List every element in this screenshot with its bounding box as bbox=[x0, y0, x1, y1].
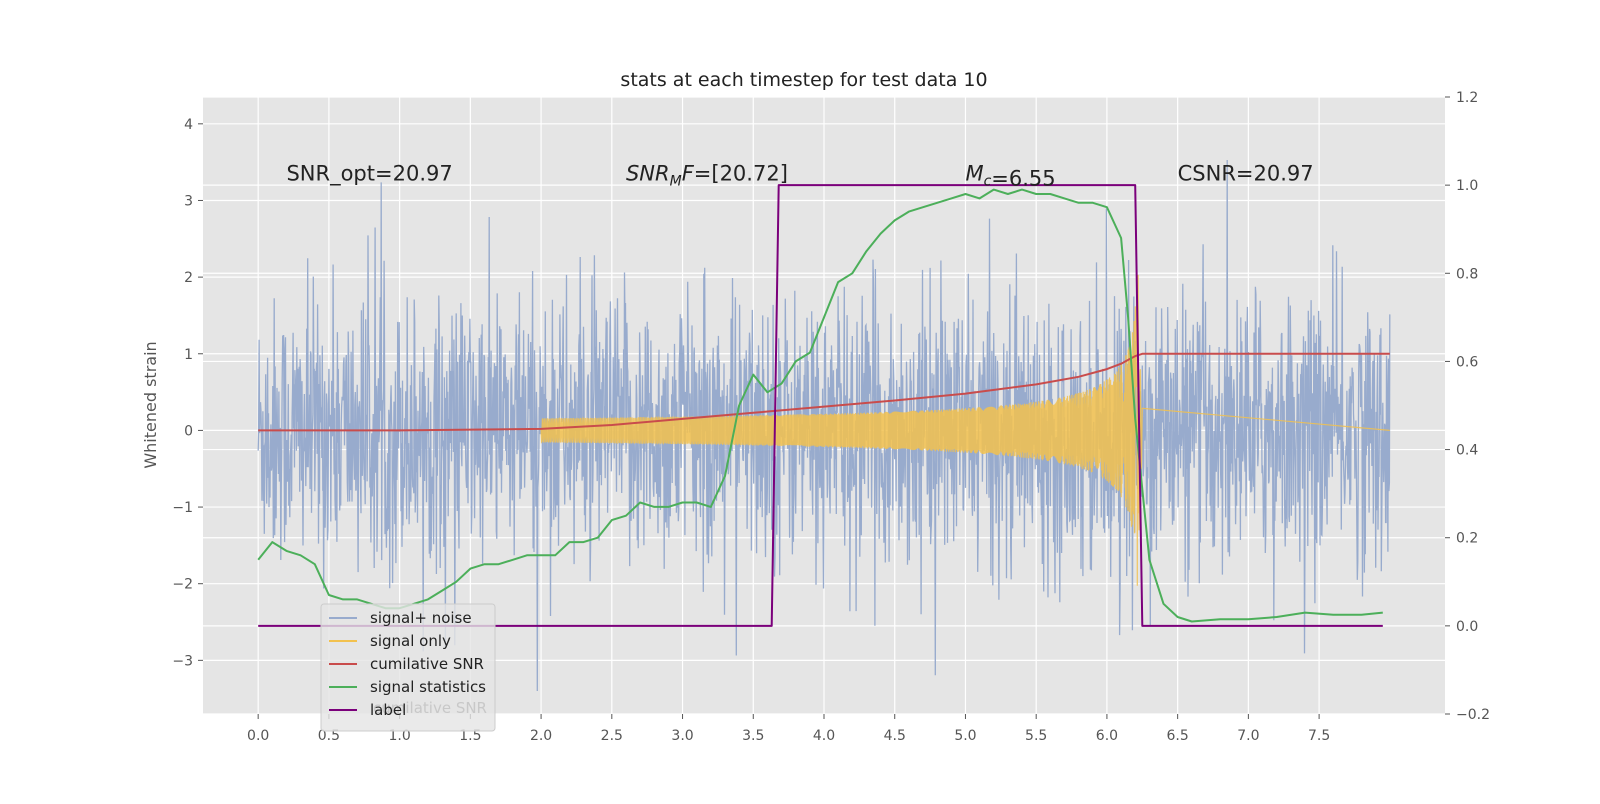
x-tick-label: 1.0 bbox=[388, 728, 410, 744]
legend: cumilative SNR signal+ noise signal only cu… bbox=[320, 603, 496, 732]
x-tick-label: 6.0 bbox=[1096, 728, 1118, 744]
y-axis-label: Whitened strain bbox=[141, 341, 160, 468]
x-tick-label: 6.5 bbox=[1167, 728, 1189, 744]
series-cumilative-snr bbox=[258, 352, 1390, 432]
legend-label: signal only bbox=[370, 632, 451, 650]
x-tick-label: 7.0 bbox=[1237, 728, 1259, 744]
y2-tick-label: −0.2 bbox=[1456, 707, 1490, 723]
y2-tick-label: 0.2 bbox=[1456, 531, 1478, 547]
y-tick-label: −2 bbox=[172, 577, 193, 593]
legend-ghost-text: cumilative SNR bbox=[373, 699, 487, 717]
y2-tick-label: 1.2 bbox=[1456, 90, 1478, 106]
y2-tick-label: 0.8 bbox=[1456, 266, 1478, 282]
y-tick-label: 3 bbox=[184, 193, 193, 209]
y2-tick-label: 0.4 bbox=[1456, 443, 1478, 459]
axes: 0.0 0.5 1.0 1.5 2.0 2.5 3.0 3.5 4.0 4.5 5.0 5.5 6.0 6… bbox=[172, 90, 1490, 744]
chart-title: stats at each timestep for test data 10 bbox=[620, 69, 987, 91]
y2-tick-label: 0.0 bbox=[1456, 619, 1478, 635]
annotation-text: CSNR=20.97 bbox=[1178, 162, 1314, 186]
annotation-text: SNR_opt=20.97 bbox=[286, 162, 452, 187]
x-tick-label: 0.0 bbox=[247, 728, 269, 744]
x-tick-label: 2.5 bbox=[601, 728, 623, 744]
series-signal-statistics bbox=[257, 188, 1383, 623]
x-tick-label: 5.5 bbox=[1025, 728, 1047, 744]
y-tick-label: −1 bbox=[172, 500, 193, 516]
series-label bbox=[258, 184, 1383, 627]
legend-label: label bbox=[370, 701, 406, 719]
y-tick-label: 1 bbox=[184, 347, 193, 363]
annotation-text: Mc=6.55 bbox=[965, 162, 1055, 191]
y-tick-label: 4 bbox=[184, 117, 193, 133]
legend-label: signal statistics bbox=[370, 678, 486, 696]
x-tick-label: 3.0 bbox=[671, 728, 693, 744]
annotations: SNR_opt=20.97 SNRMF=[20.72] Mc=6.55 CSNR=20… bbox=[286, 162, 1313, 191]
y-tick-label: 2 bbox=[184, 270, 193, 286]
legend-label: cumilative SNR bbox=[370, 655, 484, 673]
x-tick-label: 7.5 bbox=[1308, 728, 1330, 744]
y2-tick-label: 1.0 bbox=[1456, 178, 1478, 194]
y-tick-label: 0 bbox=[184, 423, 193, 439]
y2-tick-label: 0.6 bbox=[1456, 354, 1478, 370]
x-tick-label: 0.5 bbox=[318, 728, 340, 744]
legend-label: signal+ noise bbox=[370, 609, 472, 627]
annotation-text: SNRMF=[20.72] bbox=[626, 162, 788, 190]
data-series bbox=[257, 159, 1391, 692]
legend-box bbox=[320, 603, 496, 732]
x-tick-label: 4.0 bbox=[813, 728, 835, 744]
x-tick-label: 2.0 bbox=[530, 728, 552, 744]
x-tick-label: 1.5 bbox=[459, 728, 481, 744]
x-tick-label: 4.5 bbox=[884, 728, 906, 744]
x-tick-label: 5.0 bbox=[954, 728, 976, 744]
y-tick-label: −3 bbox=[172, 653, 193, 669]
x-tick-label: 3.5 bbox=[742, 728, 764, 744]
series-signal-only bbox=[540, 274, 1390, 586]
